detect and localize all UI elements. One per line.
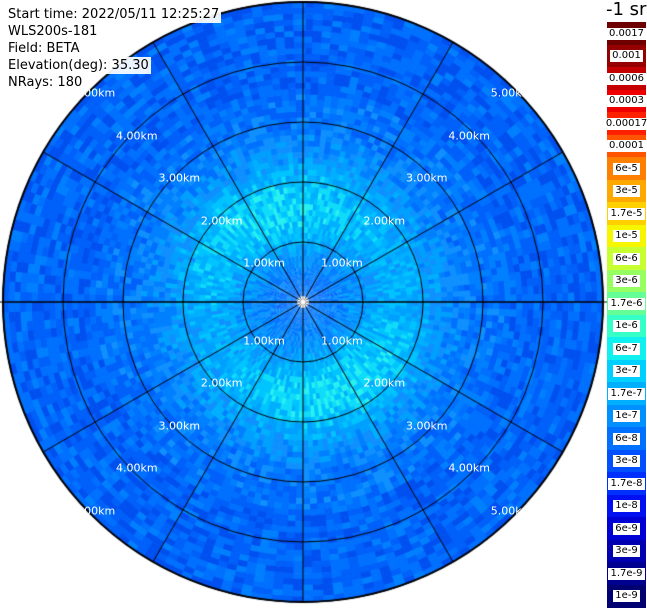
colorbar-label: 6e-7 bbox=[613, 342, 640, 355]
range-label: 4.00km bbox=[116, 129, 158, 143]
colorbar-label: 0.00017 bbox=[603, 117, 647, 130]
colorbar-cell: 6e-8 bbox=[607, 427, 646, 450]
range-label: 3.00km bbox=[158, 419, 201, 433]
colorbar-label: 1.7e-8 bbox=[608, 477, 645, 490]
colorbar-label: 1.7e-7 bbox=[608, 387, 645, 400]
colorbar-label: 1e-5 bbox=[613, 230, 640, 242]
nrays-text: NRays: 180 bbox=[6, 74, 85, 91]
colorbar-cell: 3e-9 bbox=[607, 539, 646, 563]
range-label: 1.00km bbox=[243, 256, 285, 270]
colorbar-cell: 0.0017 bbox=[607, 22, 646, 45]
colorbar-label: 0.0003 bbox=[607, 95, 646, 107]
range-label: 1.00km bbox=[321, 256, 363, 270]
colorbar-cell: 1.7e-7 bbox=[607, 382, 646, 405]
colorbar-cell: 1e-6 bbox=[607, 314, 646, 338]
colorbar-cell: 3e-5 bbox=[607, 179, 646, 203]
range-label: 2.00km bbox=[200, 376, 243, 390]
colorbar-cell: 0.0003 bbox=[607, 89, 646, 113]
instrument-text: WLS200s-181 bbox=[6, 23, 100, 40]
range-label: 5.00km bbox=[490, 86, 533, 100]
colorbar-label: 3e-6 bbox=[613, 275, 640, 287]
colorbar-label: 3e-5 bbox=[613, 185, 640, 197]
colorbar-label: 6e-6 bbox=[613, 252, 640, 265]
colorbar-label: 1.7e-9 bbox=[608, 567, 645, 580]
range-label: 5.00km bbox=[490, 504, 533, 518]
info-panel: Start time: 2022/05/11 12:25:27 WLS200s-… bbox=[6, 6, 222, 91]
range-label: 4.00km bbox=[448, 129, 490, 143]
colorbar-cell: 6e-5 bbox=[607, 157, 646, 180]
colorbar-label: 3e-8 bbox=[613, 455, 640, 467]
range-label: 4.00km bbox=[448, 461, 490, 475]
colorbar-cell: 0.00017 bbox=[603, 112, 647, 135]
start-time-text: Start time: 2022/05/11 12:25:27 bbox=[6, 6, 222, 23]
colorbar: 0.0017 0.001 0.0006 0.0003 0.00017 0.0001 6e-5… bbox=[603, 22, 647, 608]
colorbar-cell: 3e-7 bbox=[607, 359, 646, 383]
range-label: 2.00km bbox=[363, 376, 406, 390]
colorbar-cell: 0.0006 bbox=[607, 67, 646, 90]
colorbar-cell: 3e-8 bbox=[607, 449, 646, 473]
colorbar-cell: 3e-6 bbox=[607, 269, 646, 293]
ppi-plot bbox=[0, 0, 607, 607]
colorbar-cell: 1.7e-8 bbox=[607, 472, 646, 495]
colorbar-label: 0.0017 bbox=[607, 27, 646, 40]
colorbar-label: 1e-6 bbox=[613, 320, 640, 332]
colorbar-label: 6e-5 bbox=[613, 162, 640, 175]
colorbar-cell: 1.7e-5 bbox=[607, 202, 646, 225]
range-label: 4.00km bbox=[116, 461, 158, 475]
colorbar-label: 1e-8 bbox=[613, 500, 640, 512]
colorbar-cell: 1.7e-9 bbox=[607, 562, 646, 585]
colorbar-label: 6e-8 bbox=[613, 432, 640, 445]
colorbar-cell: 0.0001 bbox=[607, 134, 646, 158]
range-label: 1.00km bbox=[321, 334, 363, 348]
colorbar-label: 0.0001 bbox=[607, 140, 646, 152]
range-label: 1.00km bbox=[243, 334, 285, 348]
colorbar-label: 1.7e-6 bbox=[608, 297, 645, 310]
colorbar-label: 1.7e-5 bbox=[608, 207, 645, 220]
colorbar-cell: 0.001 bbox=[607, 44, 646, 68]
colorbar-units: -1 sr bbox=[606, 0, 647, 20]
colorbar-label: 1e-9 bbox=[613, 590, 640, 602]
range-label: 2.00km bbox=[363, 214, 406, 228]
colorbar-cell: 6e-6 bbox=[607, 247, 646, 270]
colorbar-label: 3e-7 bbox=[613, 365, 640, 377]
colorbar-label: 0.001 bbox=[610, 50, 643, 62]
field-text: Field: BETA bbox=[6, 40, 82, 57]
elevation-text: Elevation(deg): 35.30 bbox=[6, 57, 151, 74]
range-label: 3.00km bbox=[405, 171, 448, 185]
range-label: 2.00km bbox=[200, 214, 243, 228]
range-label: 3.00km bbox=[158, 171, 201, 185]
colorbar-cell: 6e-7 bbox=[607, 337, 646, 360]
range-label: 3.00km bbox=[405, 419, 448, 433]
colorbar-label: 0.0006 bbox=[607, 72, 646, 85]
colorbar-cell: 1e-8 bbox=[607, 494, 646, 518]
range-label: 5.00km bbox=[73, 504, 116, 518]
colorbar-label: 6e-9 bbox=[613, 522, 640, 535]
colorbar-cell: 1e-7 bbox=[607, 404, 646, 428]
colorbar-cell: 6e-9 bbox=[607, 517, 646, 540]
colorbar-cell: 1e-5 bbox=[607, 224, 646, 248]
colorbar-label: 3e-9 bbox=[613, 545, 640, 557]
colorbar-cell: 1.7e-6 bbox=[607, 292, 646, 315]
colorbar-label: 1e-7 bbox=[613, 410, 640, 422]
colorbar-cell: 1e-9 bbox=[607, 584, 646, 608]
